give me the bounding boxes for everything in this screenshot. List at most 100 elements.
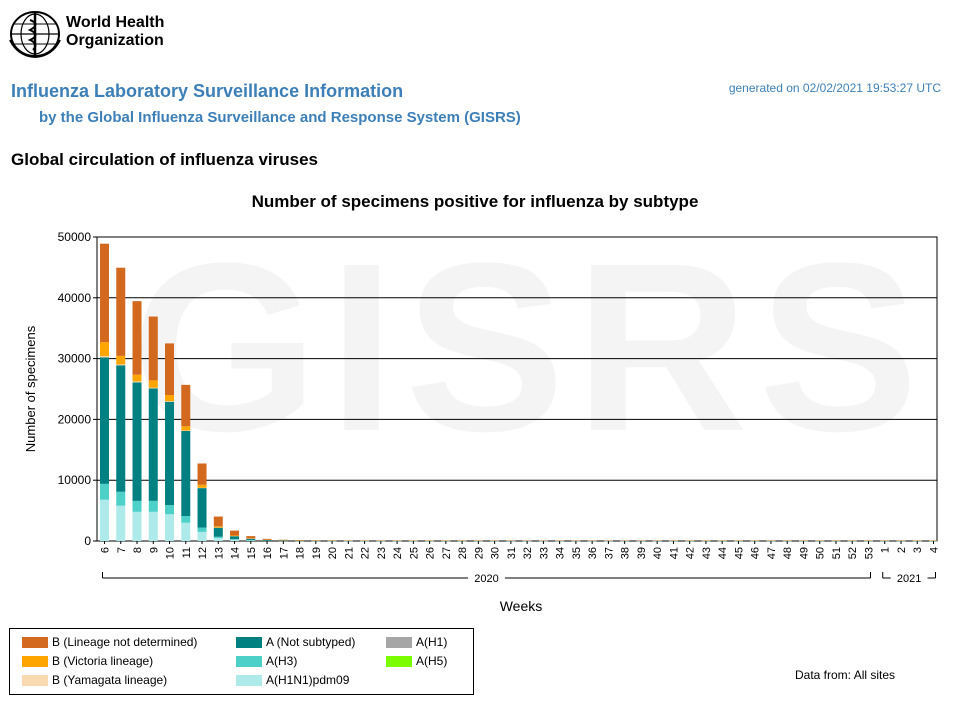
x-tick-label: 53 — [863, 547, 875, 559]
bar-segment — [213, 527, 223, 537]
y-axis-label: Number of specimens — [23, 325, 38, 452]
section-title: Global circulation of influenza viruses — [11, 150, 319, 169]
chart-title: Number of specimens positive for influen… — [251, 192, 699, 211]
bar-segment — [132, 500, 142, 512]
legend-item: A(H1N1)pdm09 — [236, 673, 349, 687]
bar-segment — [100, 243, 109, 343]
bar-segment — [132, 382, 142, 501]
x-tick-label: 51 — [831, 547, 843, 559]
legend-swatch — [236, 674, 262, 686]
bar-segment — [165, 505, 175, 515]
who-emblem-icon — [9, 11, 61, 59]
bar-segment — [213, 526, 223, 528]
legend-label: A (Not subtyped) — [266, 635, 356, 649]
x-tick-label: 15 — [246, 547, 258, 559]
x-tick-label: 38 — [620, 547, 632, 559]
bar-segment — [165, 514, 175, 541]
x-tick-label: 18 — [295, 547, 307, 559]
bar-segment — [181, 430, 191, 517]
bar-segment — [132, 381, 142, 383]
gisrs-watermark: GISRS — [132, 213, 929, 481]
bar-segment — [116, 365, 126, 492]
x-tick-label: 13 — [213, 547, 225, 559]
bar-segment — [230, 530, 240, 536]
bar-segment — [197, 463, 207, 485]
x-tick-label: 34 — [555, 547, 567, 559]
x-tick-label: 49 — [798, 547, 810, 559]
bar-segment — [165, 401, 175, 506]
generated-timestamp: generated on 02/02/2021 19:53:27 UTC — [728, 81, 941, 95]
legend-item: A(H3) — [236, 654, 297, 668]
x-tick-label: 7 — [116, 547, 128, 553]
legend-label: B (Yamagata lineage) — [52, 673, 168, 687]
bar-segment — [181, 426, 191, 431]
x-tick-label: 47 — [766, 547, 778, 559]
bar-segment — [100, 342, 109, 357]
legend-item: A(H5) — [386, 654, 447, 668]
year-label: 2020 — [474, 573, 498, 585]
bar-segment — [116, 505, 126, 541]
x-tick-label: 39 — [636, 547, 648, 559]
bar-segment — [230, 536, 240, 540]
x-tick-label: 24 — [392, 547, 404, 559]
legend-label: A(H1N1)pdm09 — [266, 673, 350, 687]
x-tick-label: 48 — [782, 547, 794, 559]
who-logo-text: World Health Organization — [66, 14, 164, 50]
x-tick-label: 8 — [132, 547, 144, 553]
x-tick-label: 50 — [815, 547, 827, 559]
bar-segment — [181, 522, 191, 541]
x-tick-label: 35 — [571, 547, 583, 559]
bar-segment — [197, 484, 207, 488]
x-tick-label: 20 — [327, 547, 339, 559]
legend-swatch — [236, 636, 262, 648]
y-tick-label: 20000 — [58, 412, 92, 426]
x-tick-label: 4 — [929, 547, 941, 553]
bar-segment — [213, 537, 223, 541]
bar-segment — [116, 267, 126, 356]
x-tick-label: 3 — [912, 547, 924, 553]
x-tick-label: 1 — [880, 547, 892, 553]
legend-label: B (Victoria lineage) — [52, 654, 154, 668]
bar-segment — [165, 343, 175, 396]
who-logo — [8, 10, 168, 59]
legend-label: A(H1) — [416, 635, 448, 649]
bar-segment — [246, 536, 256, 539]
x-tick-label: 37 — [603, 547, 615, 559]
bar-segment — [197, 527, 207, 532]
y-tick-label: 0 — [84, 534, 91, 548]
x-tick-label: 43 — [701, 547, 713, 559]
legend-item: B (Victoria lineage) — [22, 654, 153, 668]
legend-swatch — [22, 636, 48, 648]
bar-segment — [148, 387, 158, 389]
x-tick-label: 41 — [668, 547, 680, 559]
legend-label: B (Lineage not determined) — [52, 635, 198, 649]
x-tick-label: 22 — [360, 547, 372, 559]
x-tick-label: 45 — [733, 547, 745, 559]
x-tick-label: 10 — [165, 547, 177, 559]
x-tick-label: 21 — [343, 547, 355, 559]
y-tick-label: 10000 — [58, 473, 92, 487]
x-tick-label: 36 — [587, 547, 599, 559]
bar-segment — [246, 540, 256, 541]
bar-segment — [100, 483, 109, 500]
legend-label: A(H5) — [416, 654, 448, 668]
legend-item: B (Yamagata lineage) — [22, 673, 167, 687]
bar-segment — [116, 491, 126, 506]
bar-segment — [262, 538, 272, 540]
bar-segment — [165, 395, 175, 402]
plot-frame — [96, 236, 938, 542]
bar-segment — [100, 499, 109, 541]
bar-segment — [132, 511, 142, 541]
year-label: 2021 — [897, 573, 921, 585]
bar-segment — [197, 488, 207, 528]
x-tick-label: 27 — [441, 547, 453, 559]
logo-line-2: Organization — [66, 32, 164, 49]
x-tick-label: 9 — [148, 547, 160, 553]
bar-segment — [100, 357, 109, 484]
legend-item: A(H1) — [386, 635, 447, 649]
y-tick-label: 50000 — [58, 230, 92, 244]
x-tick-label: 19 — [311, 547, 323, 559]
legend-swatch — [236, 655, 262, 667]
bar-segment — [246, 538, 256, 541]
